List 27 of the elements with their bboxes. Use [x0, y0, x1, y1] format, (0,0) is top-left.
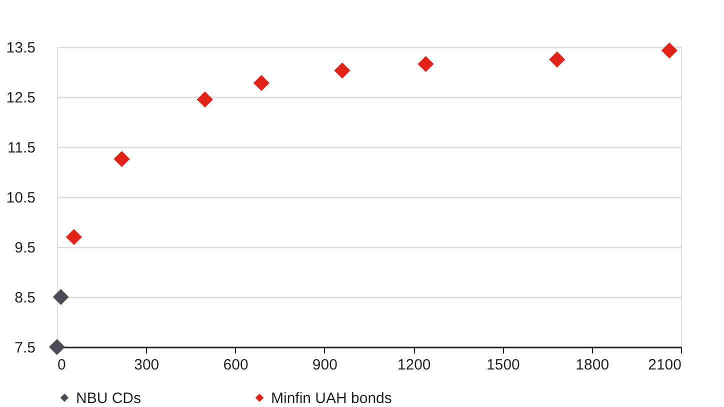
- point: [253, 74, 270, 92]
- x-tick-label: 1500: [486, 356, 520, 374]
- legend-label: NBU CDs: [76, 390, 142, 407]
- x-tick-label: 300: [134, 356, 160, 374]
- point: [48, 338, 66, 356]
- point: [66, 228, 82, 246]
- x-tick-label: 0: [58, 356, 66, 374]
- point: [334, 62, 350, 79]
- point: [661, 42, 678, 59]
- point: [52, 288, 69, 306]
- point: [114, 150, 130, 168]
- x-tick-label: 600: [223, 356, 248, 374]
- y-tick-label: 10.5: [6, 190, 36, 206]
- y-tick-label: 11.5: [7, 140, 36, 156]
- point: [196, 91, 214, 108]
- point: [418, 56, 434, 72]
- point: [549, 51, 566, 68]
- y-tick-label: 13.5: [6, 40, 36, 56]
- y-tick-label: 7.5: [14, 340, 36, 356]
- x-tick-label: 1200: [397, 356, 431, 374]
- x-tick-label: 900: [312, 356, 338, 374]
- x-tick-label: 1800: [576, 356, 610, 374]
- x-tick-label: 2100: [648, 356, 682, 374]
- y-tick-label: 12.5: [6, 90, 36, 106]
- y-tick-label: 9.5: [14, 240, 36, 256]
- legend-label: Minfin UAH bonds: [271, 390, 392, 407]
- y-tick-label: 8.5: [14, 290, 36, 306]
